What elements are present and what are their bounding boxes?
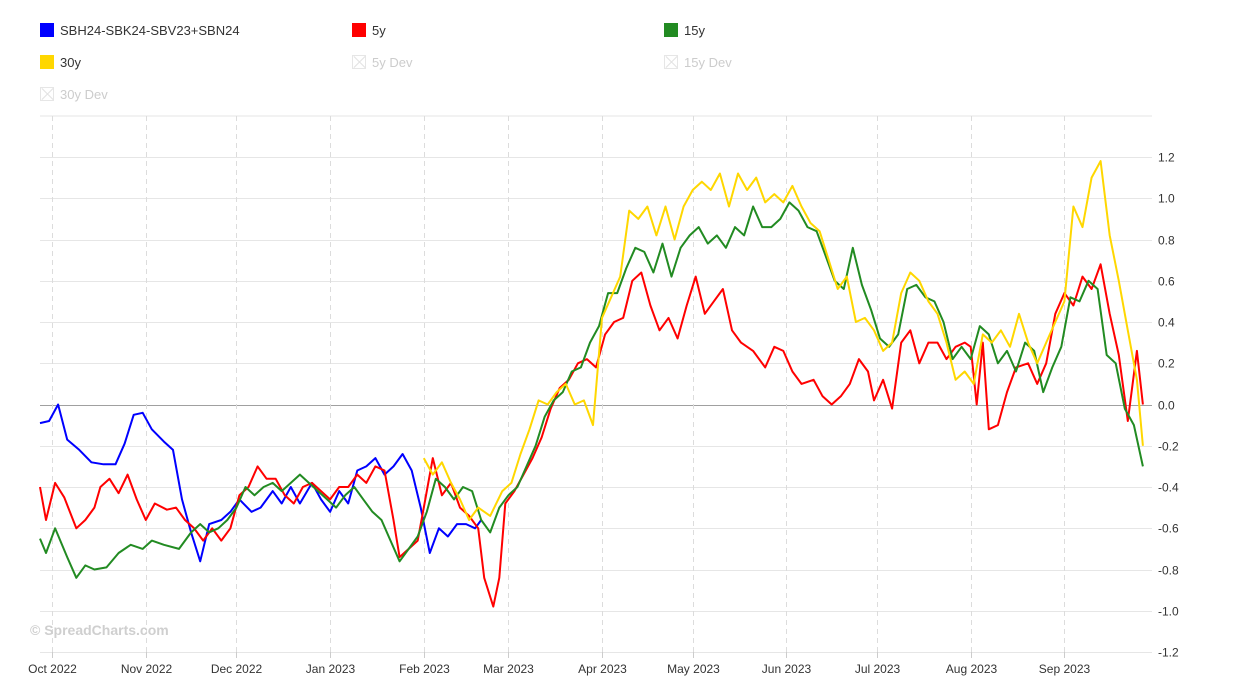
legend-label-15y-dev: 15y Dev bbox=[684, 54, 732, 70]
series-lines bbox=[39, 160, 1144, 608]
series-line-5y bbox=[39, 263, 1144, 608]
grid bbox=[40, 115, 1152, 653]
legend-item-15y-dev[interactable]: 15y Dev bbox=[664, 52, 732, 72]
legend-label-5y: 5y bbox=[372, 22, 386, 38]
y-tick-label: 0.4 bbox=[1158, 316, 1175, 330]
legend-swatch-15y bbox=[664, 23, 678, 37]
y-tick-label: 0.0 bbox=[1158, 399, 1175, 413]
y-tick-label: -1.2 bbox=[1158, 646, 1179, 660]
y-tick-label: -0.4 bbox=[1158, 481, 1179, 495]
y-tick-label: 0.2 bbox=[1158, 357, 1175, 371]
legend-swatch-5y-dev bbox=[352, 55, 366, 69]
y-tick-label: 0.8 bbox=[1158, 234, 1175, 248]
legend-item-5y[interactable]: 5y bbox=[352, 20, 386, 40]
chart-legend: SBH24-SBK24-SBV23+SBN24 5y 15y 30y 5y De… bbox=[0, 0, 1234, 110]
x-tick-label: Nov 2022 bbox=[121, 662, 173, 676]
legend-swatch-30y-dev bbox=[40, 87, 54, 101]
x-tick-label: Apr 2023 bbox=[578, 662, 627, 676]
x-tick-label: Dec 2022 bbox=[211, 662, 263, 676]
legend-item-spread[interactable]: SBH24-SBK24-SBV23+SBN24 bbox=[40, 20, 240, 40]
y-tick-label: -0.6 bbox=[1158, 522, 1179, 536]
y-tick-label: -1.0 bbox=[1158, 605, 1179, 619]
legend-label-30y: 30y bbox=[60, 54, 81, 70]
y-tick-label: -0.2 bbox=[1158, 440, 1179, 454]
legend-item-15y[interactable]: 15y bbox=[664, 20, 705, 40]
y-tick-label: 1.2 bbox=[1158, 151, 1175, 165]
x-tick-label: Mar 2023 bbox=[483, 662, 534, 676]
x-tick-label: Jun 2023 bbox=[762, 662, 812, 676]
legend-item-30y[interactable]: 30y bbox=[40, 52, 81, 72]
legend-label-spread: SBH24-SBK24-SBV23+SBN24 bbox=[60, 22, 240, 38]
legend-swatch-15y-dev bbox=[664, 55, 678, 69]
x-tick-label: Jan 2023 bbox=[306, 662, 356, 676]
series-line-spread bbox=[39, 403, 483, 563]
x-tick-label: Sep 2023 bbox=[1039, 662, 1091, 676]
y-tick-label: -0.8 bbox=[1158, 564, 1179, 578]
x-tick-label: Oct 2022 bbox=[28, 662, 77, 676]
legend-item-5y-dev[interactable]: 5y Dev bbox=[352, 52, 412, 72]
legend-label-30y-dev: 30y Dev bbox=[60, 86, 108, 102]
x-tick-label: Aug 2023 bbox=[946, 662, 998, 676]
x-tick-label: Jul 2023 bbox=[855, 662, 901, 676]
y-axis: 1.2 1.0 0.8 0.6 0.4 0.2 0.0 -0.2 -0.4 -0.6 -0.8 -1.… bbox=[1158, 151, 1179, 660]
x-tick-label: May 2023 bbox=[667, 662, 720, 676]
series-line-15y bbox=[39, 201, 1144, 579]
legend-swatch-spread bbox=[40, 23, 54, 37]
y-tick-label: 1.0 bbox=[1158, 192, 1175, 206]
legend-label-5y-dev: 5y Dev bbox=[372, 54, 413, 70]
series-line-30y bbox=[422, 160, 1144, 521]
watermark: © SpreadCharts.com bbox=[30, 622, 169, 638]
y-tick-label: 0.6 bbox=[1158, 275, 1175, 289]
x-tick-label: Feb 2023 bbox=[399, 662, 450, 676]
legend-swatch-30y bbox=[40, 55, 54, 69]
legend-swatch-5y bbox=[352, 23, 366, 37]
legend-label-15y: 15y bbox=[684, 22, 705, 38]
x-axis: Oct 2022 Nov 2022 Dec 2022 Jan 2023 Feb 2023… bbox=[28, 652, 1091, 676]
legend-item-30y-dev[interactable]: 30y Dev bbox=[40, 84, 108, 104]
